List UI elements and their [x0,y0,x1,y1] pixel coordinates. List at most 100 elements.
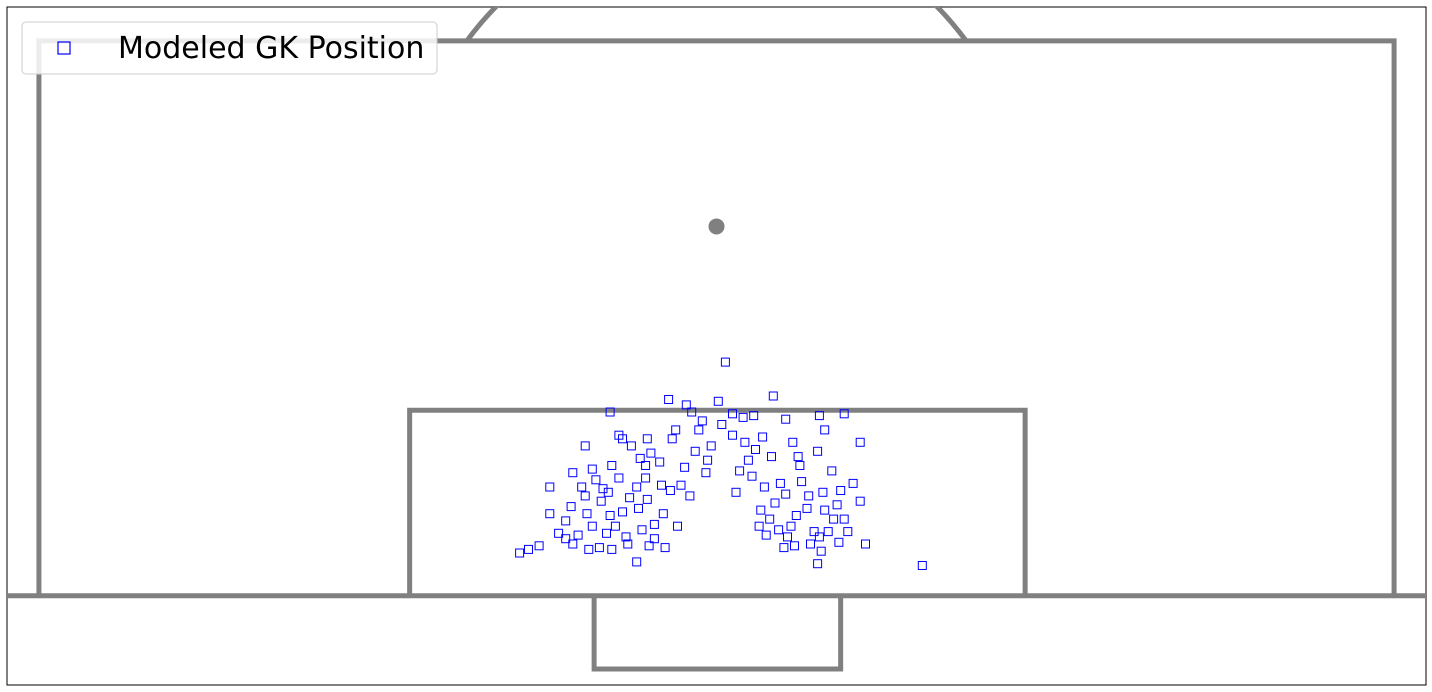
goal-area [407,407,1028,596]
gk-position-point [839,514,849,524]
gk-position-point [573,530,583,540]
gk-position-point [655,457,665,467]
gk-position-point [754,521,764,531]
gk-position-point [701,468,711,478]
gk-position-point [626,441,636,451]
gk-position-point [720,357,730,367]
gk-position-point [814,411,824,421]
gk-position-point [568,468,578,478]
gk-position-point [793,452,803,462]
gk-position-point [605,511,615,520]
gk-position-point [641,461,651,470]
gk-position-point [836,486,846,495]
gk-position-point [660,543,670,553]
gk-position-point [783,532,792,542]
gk-position-point [605,407,615,417]
gk-position-point [632,557,642,567]
gk-position-point [786,521,796,531]
gk-position-point [781,414,791,424]
gk-position-point [673,521,682,531]
gk-position-point [809,527,819,537]
gk-position-point [813,446,823,456]
gk-position-point [681,400,691,410]
plot-frame [6,6,1427,686]
gk-position-point [614,473,624,483]
gk-position-point [735,466,745,476]
gk-position-point [607,461,617,470]
gk-position-point [665,486,675,495]
gk-position-point [587,521,597,531]
gk-position-point [758,432,768,442]
gk-position-point [775,478,785,488]
gk-position-point [602,528,611,538]
gk-position-point [667,434,677,444]
gk-position-point [534,541,544,551]
gk-position-point [596,496,606,506]
gk-position-point [618,507,627,517]
gk-position-point [664,395,674,404]
gk-position-point [644,541,654,551]
gk-position-point [614,430,624,440]
gk-position-point [834,537,844,547]
gk-position-point [806,539,815,549]
gk-position-point [740,437,750,447]
gk-position-point [813,559,823,569]
gk-position-point [680,462,690,472]
gk-position-point [694,425,704,435]
goal-frame [591,595,844,672]
legend-marker-square [57,41,71,55]
gk-position-point [761,530,771,540]
gk-position-point [635,453,645,463]
legend-label: Modeled GK Position [118,31,424,66]
gk-position-point [621,532,631,542]
gk-position-point [781,489,791,499]
gk-position-point [687,407,697,417]
gk-position-point [816,546,826,556]
gk-position-point [561,516,571,526]
gk-position-point [827,466,837,476]
gk-position-point [788,437,798,447]
gk-position-point [774,525,784,535]
gk-position-point [917,561,927,570]
gk-position-point [584,544,594,554]
gk-position-point [749,411,759,421]
gk-position-point [832,500,842,510]
gk-position-point [561,534,571,544]
gk-position-point [591,475,601,485]
gk-position-point [790,541,799,551]
gk-position-point [743,455,753,465]
gk-position-point [717,420,727,429]
gk-position-point [545,482,555,492]
gk-position-point [802,503,812,513]
gk-position-point [610,521,620,531]
gk-position-point [770,498,780,508]
gk-position-point [703,455,713,465]
gk-position-point [685,491,695,501]
gk-position-point [623,539,633,549]
gk-position-point [820,505,830,515]
gk-position-point [646,448,656,458]
gk-position-point [587,464,597,474]
gk-position-point [706,441,716,451]
gk-position-point [642,434,652,444]
gk-position-point [625,493,635,503]
gk-position-point [632,482,642,492]
gk-position-point [657,480,666,490]
gk-position-point [855,437,865,447]
gk-position-point [580,491,590,501]
gk-position-point [524,544,533,554]
legend: Modeled GK Position [21,21,438,75]
gk-position-point [797,477,807,487]
gk-position-point [765,514,775,524]
gk-position-point [582,509,592,519]
gk-position-point [829,514,839,524]
gk-position-point [713,396,723,406]
gk-position-point [728,409,737,419]
gk-position-point [756,505,766,515]
gk-position-point [577,482,587,492]
gk-position-point [580,441,590,451]
scatter-points [515,357,927,570]
gk-position-point [839,409,849,419]
penalty-area [36,38,1397,596]
